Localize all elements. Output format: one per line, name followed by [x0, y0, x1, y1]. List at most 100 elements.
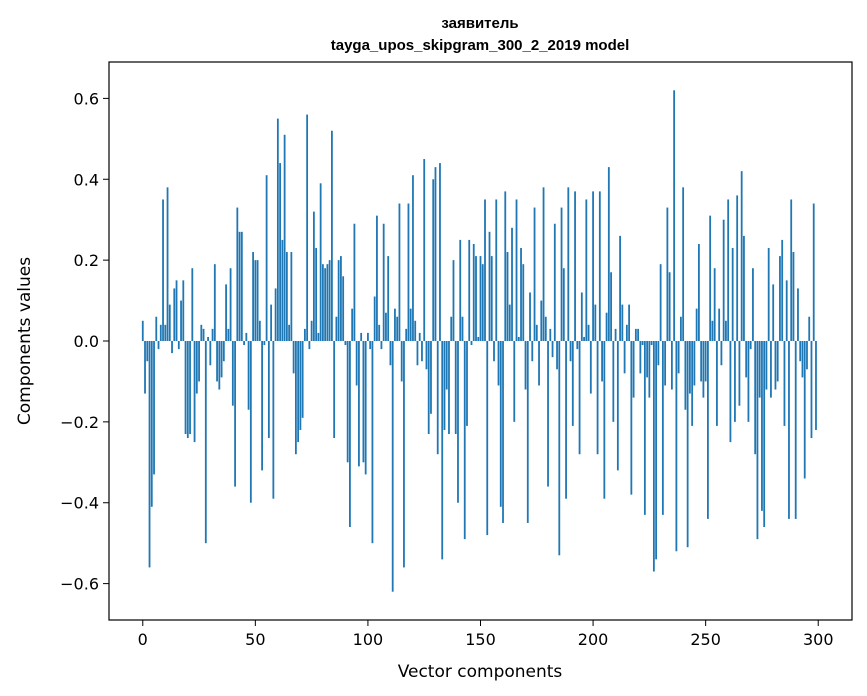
bar-295: [806, 341, 808, 370]
bar-241: [684, 341, 687, 410]
bar-175: [535, 324, 538, 341]
bar-247: [698, 243, 700, 341]
bar-11: [166, 187, 169, 341]
bar-67: [292, 341, 295, 374]
bar-229: [657, 341, 660, 366]
bar-81: [324, 268, 327, 341]
bar-237: [675, 341, 678, 552]
bar-27: [202, 328, 205, 341]
bar-4: [150, 341, 153, 507]
bar-264: [736, 195, 739, 341]
bar-129: [432, 179, 435, 341]
bar-187: [562, 268, 565, 341]
bar-243: [688, 341, 691, 394]
bar-156: [493, 341, 495, 362]
bar-206: [605, 312, 608, 341]
bar-150: [479, 256, 482, 341]
bar-281: [774, 341, 777, 390]
bar-87: [337, 260, 340, 341]
bar-16: [177, 341, 180, 350]
bar-193: [576, 341, 579, 350]
chart-title: заявитель: [441, 15, 518, 32]
x-tick-label: 200: [578, 630, 609, 649]
bar-111: [391, 341, 394, 592]
bar-76: [312, 211, 315, 341]
chart-subtitle: tayga_upos_skipgram_300_2_2019 model: [331, 37, 630, 54]
y-tick-label: 0.4: [74, 170, 99, 189]
bar-274: [758, 341, 761, 398]
bar-118: [407, 203, 410, 341]
bar-98: [362, 341, 365, 463]
bar-168: [520, 248, 522, 341]
bar-191: [571, 341, 574, 426]
bars-group: [141, 90, 817, 592]
bar-95: [355, 341, 358, 386]
bar-188: [565, 341, 567, 499]
bar-6: [155, 316, 158, 341]
bar-42: [236, 207, 239, 341]
bar-49: [252, 252, 254, 341]
bar-59: [274, 288, 277, 341]
bar-135: [445, 341, 448, 390]
bar-136: [448, 341, 450, 434]
bar-223: [643, 341, 646, 515]
bar-14: [173, 288, 176, 341]
bar-34: [218, 341, 221, 390]
bar-107: [382, 223, 385, 341]
bar-164: [511, 227, 513, 341]
bar-184: [556, 341, 558, 370]
bar-83: [328, 260, 331, 341]
bar-215: [625, 324, 628, 341]
bar-148: [475, 256, 477, 341]
bar-261: [729, 341, 732, 443]
bar-20: [186, 341, 189, 439]
bar-245: [693, 341, 696, 386]
bar-108: [385, 312, 387, 341]
bar-160: [502, 341, 504, 523]
bar-110: [389, 341, 392, 366]
bar-134: [443, 341, 446, 430]
bar-226: [650, 341, 653, 346]
bar-263: [734, 341, 736, 422]
bar-72: [303, 328, 306, 341]
bar-200: [592, 191, 594, 341]
bar-69: [297, 341, 300, 443]
bar-212: [619, 235, 621, 341]
bar-85: [333, 341, 336, 439]
bar-1: [144, 341, 146, 394]
bar-12: [168, 304, 171, 341]
bar-166: [515, 199, 518, 341]
bar-28: [204, 341, 207, 544]
bar-68: [294, 341, 297, 455]
bar-234: [668, 272, 671, 341]
bar-208: [610, 272, 612, 341]
bar-231: [661, 341, 664, 515]
bar-230: [659, 264, 662, 341]
bar-32: [213, 264, 216, 341]
bar-109: [387, 256, 390, 341]
bar-214: [623, 341, 626, 374]
x-tick-label: 0: [138, 630, 148, 649]
bar-207: [607, 167, 610, 341]
bar-288: [790, 199, 793, 341]
x-axis: 0 50 100 150 200 250 300: [138, 620, 834, 649]
bar-238: [677, 341, 680, 374]
x-tick-label: 150: [465, 630, 496, 649]
bar-171: [526, 341, 529, 523]
bar-217: [630, 341, 633, 495]
bar-286: [785, 280, 788, 341]
bar-17: [180, 300, 182, 341]
bar-282: [776, 341, 779, 382]
bar-259: [725, 320, 727, 341]
bar-201: [594, 304, 597, 341]
bar-228: [655, 341, 658, 560]
bar-293: [801, 341, 804, 378]
bar-35: [220, 341, 223, 378]
bar-54: [263, 341, 266, 346]
bar-297: [810, 341, 813, 439]
bar-299: [815, 341, 817, 430]
bar-158: [497, 341, 500, 386]
bar-43: [238, 231, 241, 341]
bar-103: [373, 296, 376, 341]
bar-50: [254, 260, 257, 341]
